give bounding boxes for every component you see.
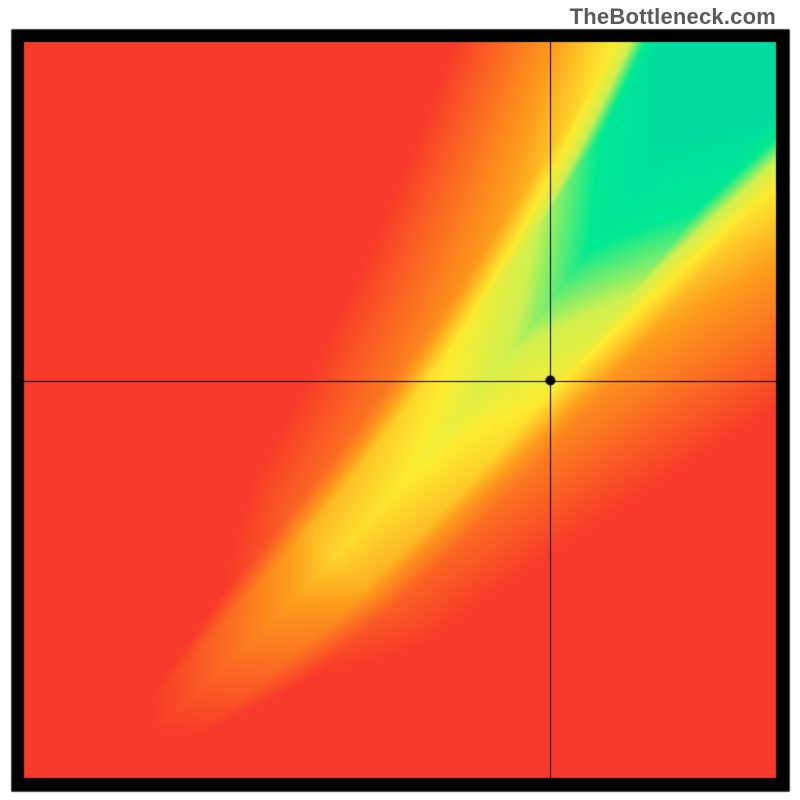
- heatmap-canvas: [0, 0, 800, 800]
- watermark-text: TheBottleneck.com: [570, 4, 776, 30]
- chart-container: TheBottleneck.com: [0, 0, 800, 800]
